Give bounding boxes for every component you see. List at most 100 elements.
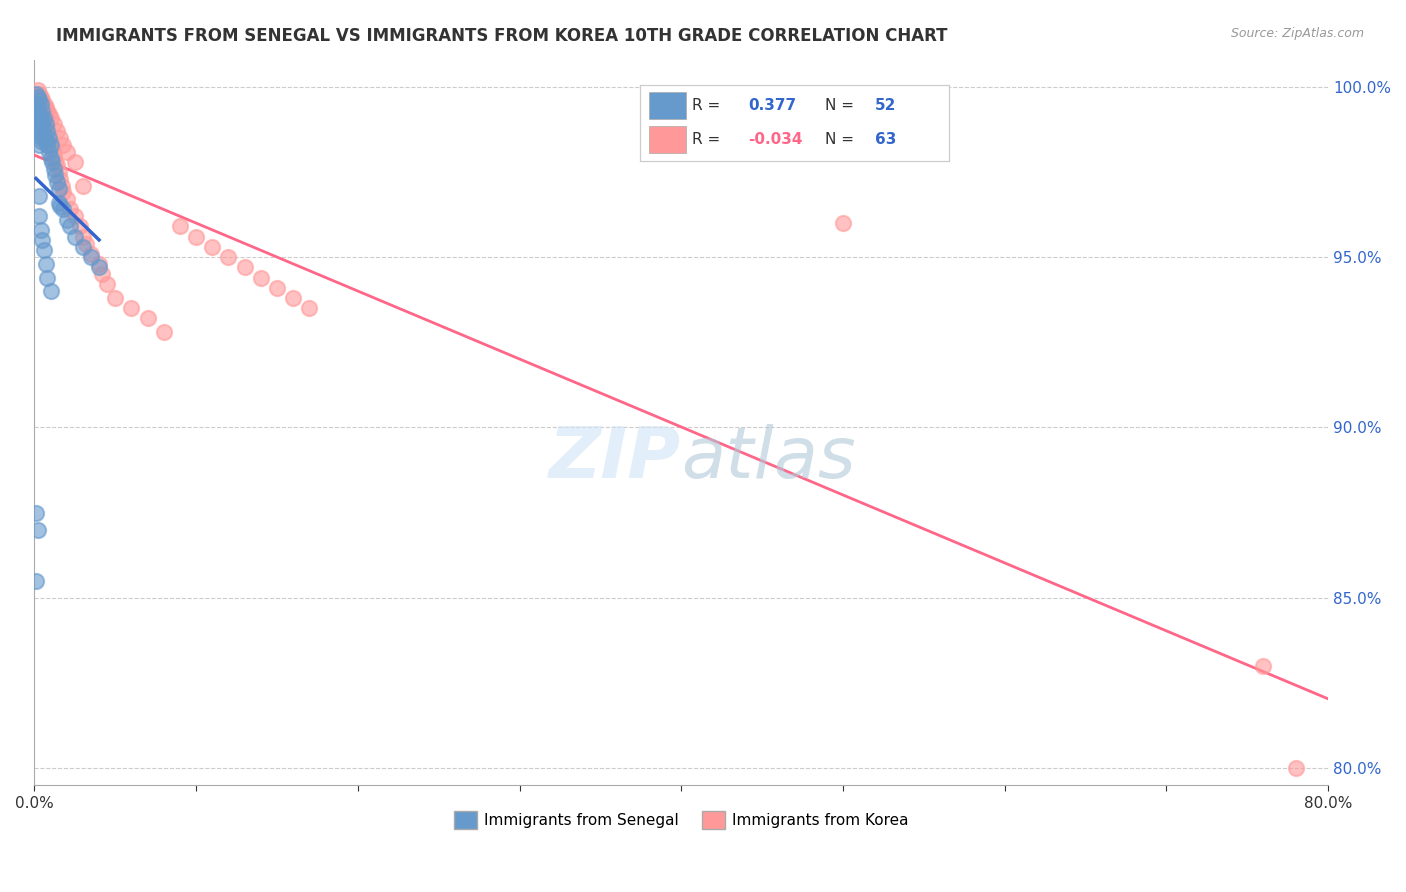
Point: [104, 291, 127, 305]
Point: [75, 236, 97, 251]
Point: [39, 111, 62, 125]
Point: [39, 137, 62, 152]
Point: [25, 506, 48, 520]
Point: [32, 111, 55, 125]
Point: [27, 103, 49, 118]
Text: IMMIGRANTS FROM SENEGAL VS IMMIGRANTS FROM KOREA 10TH GRADE CORRELATION CHART: IMMIGRANTS FROM SENEGAL VS IMMIGRANTS FR…: [56, 27, 948, 45]
Point: [266, 281, 288, 295]
Point: [25, 114, 48, 128]
Text: Source: ZipAtlas.com: Source: ZipAtlas.com: [1230, 27, 1364, 40]
Point: [31, 111, 53, 125]
Point: [32, 124, 55, 138]
Point: [28, 96, 51, 111]
Point: [298, 301, 321, 316]
Point: [35, 257, 58, 271]
Point: [32, 128, 55, 142]
Text: R =: R =: [692, 98, 720, 113]
Text: 52: 52: [875, 98, 896, 113]
Point: [27, 83, 49, 97]
Point: [31, 233, 53, 247]
Point: [51, 178, 73, 193]
Point: [25, 96, 48, 111]
Point: [39, 152, 62, 166]
Text: atlas: atlas: [682, 424, 856, 493]
Point: [49, 131, 72, 145]
Text: N =: N =: [825, 132, 855, 147]
Point: [46, 124, 69, 138]
Point: [120, 301, 142, 316]
Text: -0.034: -0.034: [748, 132, 803, 147]
Point: [69, 219, 91, 234]
Point: [37, 124, 59, 138]
Text: ZIP: ZIP: [548, 424, 682, 493]
Point: [96, 277, 118, 292]
Point: [37, 103, 59, 118]
Text: 63: 63: [875, 132, 896, 147]
Point: [31, 131, 53, 145]
Legend: Immigrants from Senegal, Immigrants from Korea: Immigrants from Senegal, Immigrants from…: [447, 805, 915, 836]
Point: [52, 202, 75, 217]
Point: [42, 161, 65, 176]
Point: [52, 186, 75, 200]
Point: [136, 311, 159, 326]
Point: [32, 114, 55, 128]
Point: [48, 182, 70, 196]
Point: [48, 165, 70, 179]
Point: [35, 100, 58, 114]
Point: [49, 171, 72, 186]
Point: [35, 120, 58, 135]
Point: [28, 107, 51, 121]
Point: [37, 137, 59, 152]
Point: [28, 209, 51, 223]
Point: [1285, 761, 1308, 775]
Point: [1253, 659, 1275, 673]
Point: [832, 216, 855, 230]
Point: [37, 270, 59, 285]
Point: [38, 131, 60, 145]
Point: [42, 117, 65, 131]
Point: [48, 195, 70, 210]
Point: [46, 158, 69, 172]
Point: [32, 96, 55, 111]
Point: [59, 202, 82, 217]
FancyBboxPatch shape: [650, 127, 686, 153]
Point: [37, 134, 59, 148]
Point: [41, 141, 63, 155]
Point: [80, 250, 103, 264]
Point: [169, 219, 191, 234]
Point: [31, 117, 53, 131]
Point: [38, 107, 60, 121]
Point: [25, 87, 48, 101]
Point: [30, 223, 52, 237]
Point: [55, 212, 77, 227]
Point: [30, 107, 52, 121]
Point: [38, 131, 60, 145]
Point: [249, 270, 271, 285]
Point: [63, 154, 86, 169]
Point: [184, 229, 207, 244]
Point: [25, 90, 48, 104]
Text: 0.377: 0.377: [748, 98, 796, 113]
Point: [39, 284, 62, 298]
Point: [30, 90, 52, 104]
Point: [80, 246, 103, 260]
Point: [31, 103, 53, 118]
Point: [30, 134, 52, 148]
Point: [72, 240, 94, 254]
Point: [72, 229, 94, 244]
Point: [152, 325, 174, 339]
Point: [30, 111, 52, 125]
Point: [49, 199, 72, 213]
Point: [31, 94, 53, 108]
Point: [28, 94, 51, 108]
Point: [217, 250, 239, 264]
Point: [63, 229, 86, 244]
Point: [41, 154, 63, 169]
Point: [87, 257, 110, 271]
Point: [72, 178, 94, 193]
Point: [55, 145, 77, 159]
Point: [39, 137, 62, 152]
Point: [46, 175, 69, 189]
Point: [37, 128, 59, 142]
Point: [35, 134, 58, 148]
